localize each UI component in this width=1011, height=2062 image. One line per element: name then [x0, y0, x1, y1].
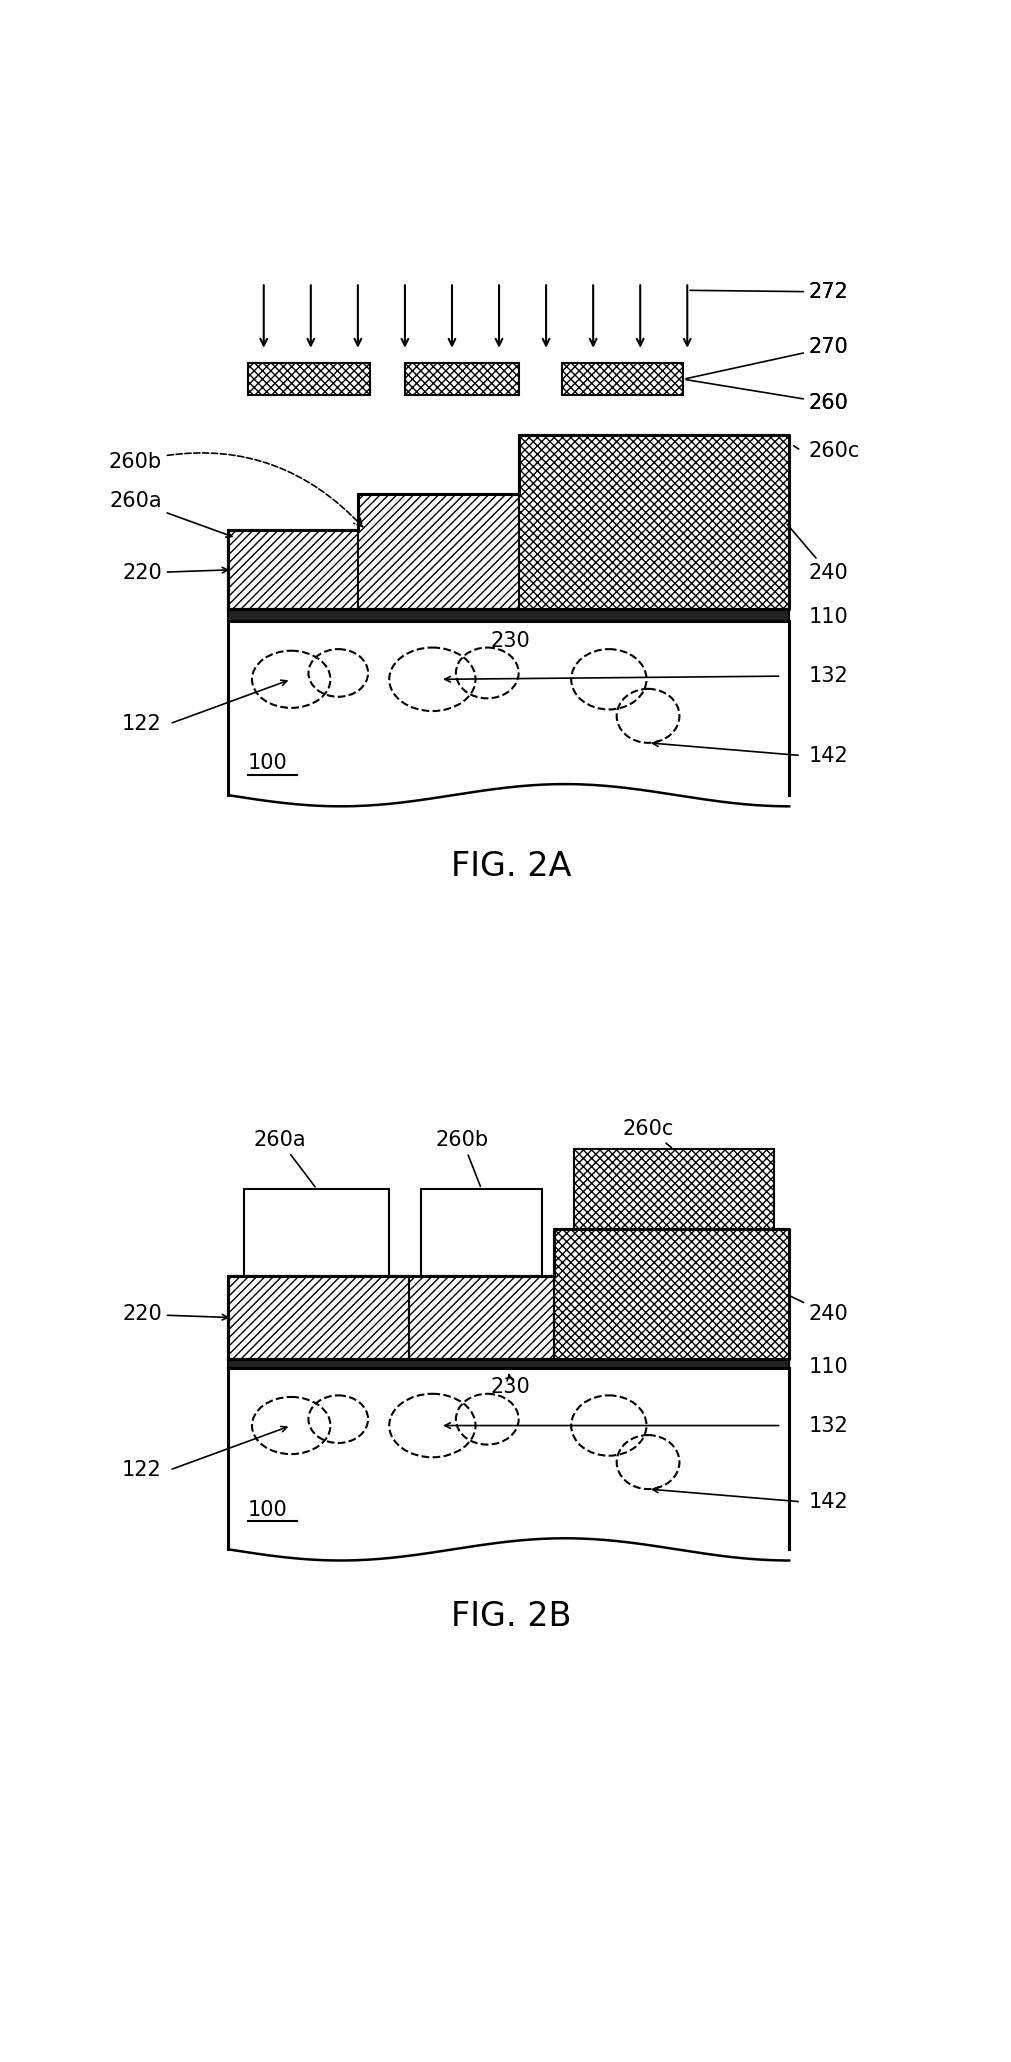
Bar [519, 435, 789, 610]
Text: 272: 272 [690, 282, 848, 301]
Bar [248, 363, 369, 396]
Text: 260a: 260a [109, 491, 232, 536]
Text: 230: 230 [490, 1375, 530, 1398]
Text: 122: 122 [122, 1460, 162, 1481]
Bar [573, 1149, 772, 1229]
Text: 230: 230 [490, 631, 530, 652]
Bar [228, 530, 358, 610]
Text: 100: 100 [248, 1499, 287, 1520]
Bar [228, 610, 789, 621]
Text: 132: 132 [808, 1415, 848, 1435]
Text: 260: 260 [808, 394, 848, 412]
Text: 270: 270 [685, 338, 848, 379]
Text: 122: 122 [122, 713, 162, 734]
Text: 220: 220 [122, 1305, 227, 1324]
Text: FIG. 2B: FIG. 2B [450, 1600, 570, 1633]
Text: 220: 220 [122, 563, 227, 584]
Text: 142: 142 [808, 746, 848, 765]
Text: 110: 110 [808, 1357, 848, 1377]
Text: 260b: 260b [108, 452, 362, 526]
Text: 260c: 260c [808, 441, 859, 460]
Text: 240: 240 [787, 524, 848, 584]
Bar [228, 1359, 789, 1369]
Text: 110: 110 [808, 608, 848, 627]
Text: 260a: 260a [253, 1130, 314, 1188]
Bar [421, 1190, 542, 1276]
Text: 260c: 260c [622, 1120, 673, 1149]
Bar [244, 1190, 389, 1276]
Text: 270: 270 [808, 338, 848, 357]
Text: 240: 240 [787, 1295, 848, 1324]
Text: 260: 260 [685, 379, 848, 412]
Bar [561, 363, 682, 396]
Text: 260b: 260b [435, 1130, 488, 1186]
Text: 132: 132 [808, 666, 848, 687]
Text: 100: 100 [248, 753, 287, 773]
Bar [358, 493, 519, 610]
Bar [553, 1229, 789, 1359]
Bar [404, 363, 519, 396]
Text: FIG. 2A: FIG. 2A [450, 850, 570, 883]
Bar [228, 1276, 408, 1359]
Text: 272: 272 [808, 282, 848, 301]
Bar [408, 1276, 553, 1359]
Text: 142: 142 [808, 1491, 848, 1511]
